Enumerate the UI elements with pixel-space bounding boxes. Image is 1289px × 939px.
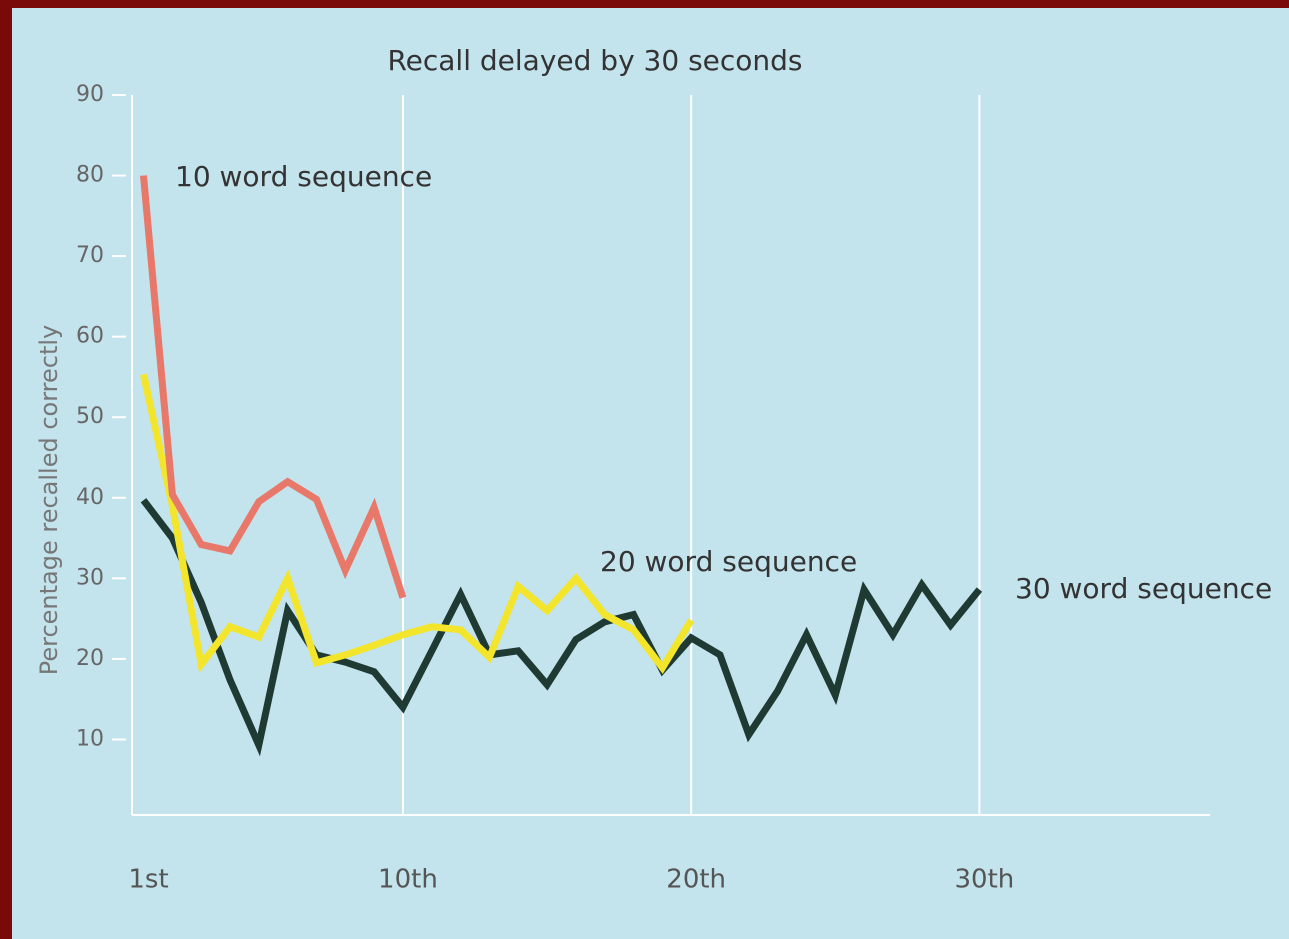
chart-title: Recall delayed by 30 seconds bbox=[387, 44, 802, 77]
y-tick-label: 90 bbox=[76, 82, 104, 107]
y-tick-label: 80 bbox=[76, 163, 104, 188]
series-line bbox=[140, 373, 695, 675]
y-tick-label: 40 bbox=[76, 485, 104, 510]
y-tick-label: 30 bbox=[76, 565, 104, 590]
panel bbox=[12, 8, 1289, 939]
series-label: 10 word sequence bbox=[175, 160, 432, 193]
y-tick-label: 50 bbox=[76, 404, 104, 429]
x-tick-label: 30th bbox=[955, 865, 1015, 895]
series-line bbox=[140, 175, 407, 599]
x-tick-label: 20th bbox=[666, 865, 726, 895]
series-label: 20 word sequence bbox=[600, 545, 857, 578]
series-label: 30 word sequence bbox=[1015, 572, 1272, 605]
y-tick-label: 10 bbox=[76, 726, 104, 751]
x-tick-label: 1st bbox=[128, 865, 168, 895]
y-tick-label: 60 bbox=[76, 324, 104, 349]
series-line bbox=[140, 498, 983, 757]
x-tick-label: 10th bbox=[378, 865, 438, 895]
y-tick-label: 20 bbox=[76, 646, 104, 671]
y-tick-label: 70 bbox=[76, 243, 104, 268]
y-axis-label: Percentage recalled correctly bbox=[35, 325, 63, 676]
